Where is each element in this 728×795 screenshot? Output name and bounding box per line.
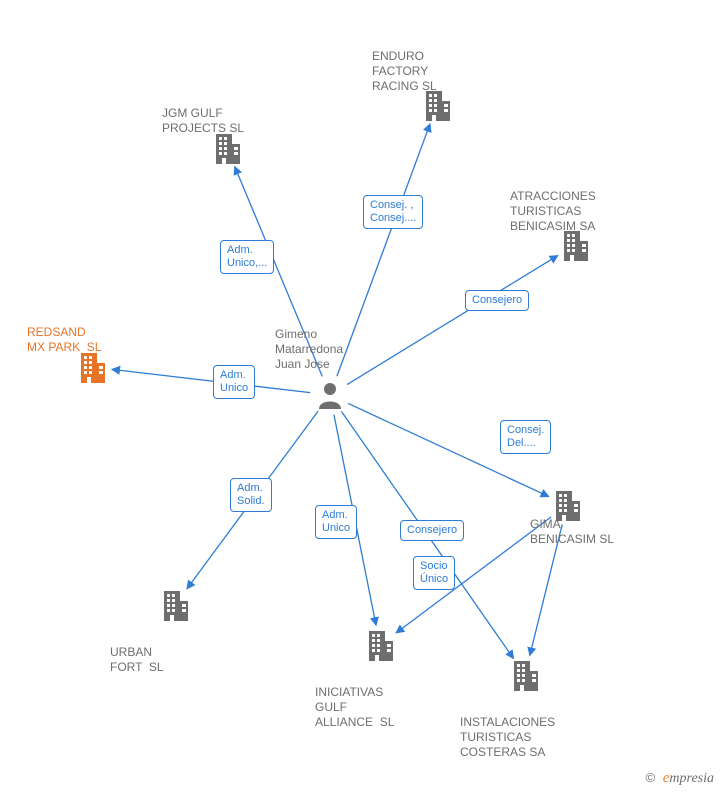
center-person-node[interactable] xyxy=(317,381,343,409)
edge-label: Consej. Del.... xyxy=(500,420,551,454)
edge-label: Consejero xyxy=(400,520,464,541)
company-node[interactable] xyxy=(212,132,242,164)
company-label: INICIATIVAS GULF ALLIANCE SL xyxy=(315,685,445,730)
company-label: INSTALACIONES TURISTICAS COSTERAS SA xyxy=(460,715,590,760)
company-node[interactable] xyxy=(160,589,190,621)
edge-line xyxy=(112,369,310,392)
edge-label: Adm. Unico xyxy=(213,365,255,399)
edge-label: Adm. Unico,... xyxy=(220,240,274,274)
edge-label: Adm. Unico xyxy=(315,505,357,539)
edge-label: Consejero xyxy=(465,290,529,311)
diagram-container: { "type": "network", "background_color":… xyxy=(0,0,728,795)
edge-label: Adm. Solid. xyxy=(230,478,272,512)
copyright-symbol: © xyxy=(646,770,656,785)
company-label: ENDURO FACTORY RACING SL xyxy=(372,49,502,94)
company-label: JGM GULF PROJECTS SL xyxy=(162,106,292,136)
brand-rest: mpresia xyxy=(669,771,714,786)
company-label: GIMA BENICASIM SL xyxy=(530,517,660,547)
edge-label: Consej. , Consej.... xyxy=(363,195,423,229)
company-node[interactable] xyxy=(77,351,107,383)
edges-layer xyxy=(0,0,728,795)
company-node[interactable] xyxy=(510,659,540,691)
company-label: ATRACCIONES TURISTICAS BENICASIM SA xyxy=(510,189,640,234)
company-node[interactable] xyxy=(365,629,395,661)
edge-label: Socio Único xyxy=(413,556,455,590)
company-label: URBAN FORT SL xyxy=(110,645,240,675)
footer-credit: © empresia xyxy=(646,770,714,787)
company-label: REDSAND MX PARK SL xyxy=(27,325,157,355)
center-person-label: Gimeno Matarredona Juan Jose xyxy=(275,327,385,372)
